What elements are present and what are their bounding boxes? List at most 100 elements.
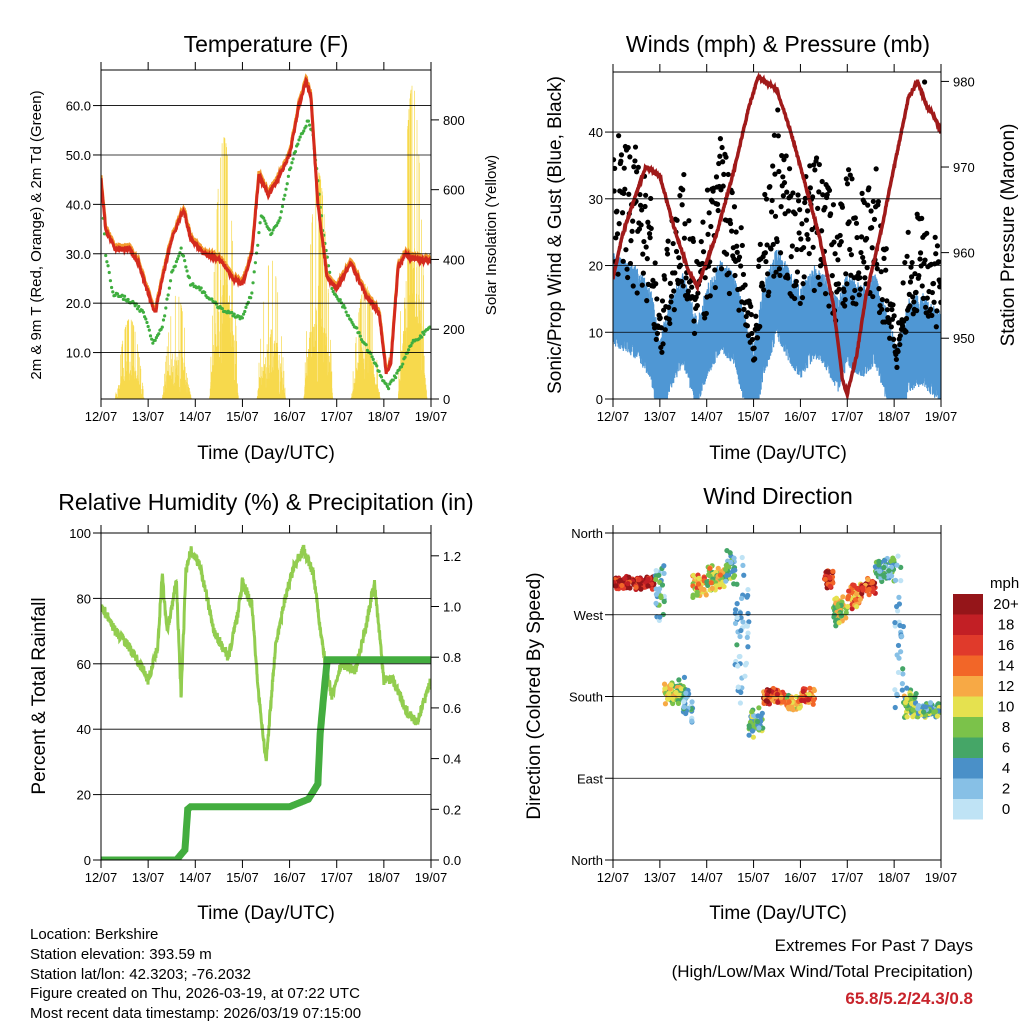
dewpoint-point bbox=[267, 228, 272, 232]
direction-point bbox=[738, 615, 744, 621]
dewpoint-point bbox=[342, 303, 346, 308]
y2-tick-label: 600 bbox=[443, 183, 465, 198]
y2-tick-label: 0.6 bbox=[443, 701, 461, 716]
direction-point bbox=[881, 564, 887, 571]
dewpoint-point bbox=[409, 344, 413, 348]
dewpoint-point bbox=[115, 292, 120, 296]
dewpoint-point bbox=[173, 264, 177, 268]
gust-point bbox=[837, 232, 843, 239]
dewpoint-point bbox=[280, 204, 285, 209]
gust-point bbox=[849, 295, 856, 301]
y2-tick-label: 980 bbox=[953, 74, 975, 89]
direction-point bbox=[843, 615, 849, 621]
x-tick-label: 15/07 bbox=[737, 409, 770, 424]
gust-point bbox=[766, 289, 772, 295]
dewpoint-point bbox=[164, 306, 168, 310]
gust-point bbox=[794, 246, 800, 253]
gust-point bbox=[933, 251, 939, 257]
gust-point bbox=[635, 164, 641, 170]
gust-point bbox=[712, 267, 718, 273]
dewpoint-point bbox=[410, 341, 414, 345]
gust-point bbox=[768, 246, 774, 252]
dewpoint-point bbox=[428, 325, 431, 329]
direction-point bbox=[723, 578, 729, 584]
gust-point bbox=[804, 208, 811, 214]
gust-point bbox=[665, 238, 671, 244]
direction-point bbox=[749, 728, 756, 734]
gust-point bbox=[839, 204, 846, 210]
dewpoint-point bbox=[254, 251, 259, 255]
gust-point bbox=[626, 191, 632, 197]
gust-point bbox=[846, 219, 852, 225]
gust-point bbox=[790, 190, 796, 196]
gust-point bbox=[857, 286, 864, 292]
gust-point bbox=[933, 324, 939, 330]
dewpoint-point bbox=[256, 243, 260, 247]
direction-point bbox=[689, 699, 695, 705]
gust-point bbox=[613, 157, 617, 163]
gust-point bbox=[799, 295, 806, 301]
x-axis-label: Time (Day/UTC) bbox=[709, 903, 847, 924]
direction-point bbox=[755, 713, 761, 719]
gust-point bbox=[835, 281, 842, 287]
dewpoint-point bbox=[232, 312, 236, 316]
extremes-box: Extremes For Past 7 Days (High/Low/Max W… bbox=[672, 936, 973, 1008]
x-tick-label: 17/07 bbox=[320, 870, 353, 885]
temperature-2m-series bbox=[101, 76, 431, 375]
dewpoint-point bbox=[358, 334, 362, 338]
direction-point bbox=[839, 612, 845, 619]
gust-point bbox=[780, 193, 786, 199]
plot-frame bbox=[612, 71, 942, 400]
dewpoint-point bbox=[403, 355, 407, 359]
direction-point bbox=[715, 565, 721, 571]
gust-point bbox=[654, 296, 660, 302]
direction-point bbox=[678, 686, 684, 692]
gust-point bbox=[703, 310, 709, 317]
y-tick-label: 50.0 bbox=[66, 148, 91, 163]
gust-point bbox=[891, 313, 897, 319]
direction-point bbox=[734, 601, 740, 607]
legend-label: 6 bbox=[1002, 740, 1010, 757]
direction-point bbox=[899, 687, 905, 693]
gust-point bbox=[895, 348, 901, 355]
gust-point bbox=[813, 155, 820, 161]
gust-point bbox=[914, 308, 920, 314]
direction-point bbox=[882, 558, 888, 564]
gust-point bbox=[715, 207, 721, 214]
y2-tick-label: 0.4 bbox=[443, 752, 461, 767]
gust-point bbox=[644, 298, 650, 304]
dewpoint-point bbox=[277, 219, 281, 223]
gust-point bbox=[844, 281, 850, 287]
direction-point bbox=[909, 700, 915, 707]
gust-point bbox=[842, 303, 848, 309]
gust-point bbox=[909, 259, 915, 266]
gust-point bbox=[691, 318, 697, 324]
gust-point bbox=[708, 223, 714, 230]
dewpoint-point bbox=[407, 348, 411, 352]
y-tick-label: 0 bbox=[596, 392, 603, 407]
gust-point bbox=[856, 270, 862, 276]
gust-point bbox=[774, 238, 780, 245]
direction-point bbox=[730, 574, 737, 580]
dewpoint-point bbox=[137, 304, 141, 309]
gust-point bbox=[768, 209, 775, 215]
dewpoint-point bbox=[306, 119, 311, 123]
dewpoint-point bbox=[355, 326, 359, 330]
gust-point bbox=[807, 185, 813, 191]
gust-point bbox=[904, 253, 910, 259]
solar-insolation-series bbox=[114, 85, 428, 399]
gust-point bbox=[873, 166, 879, 172]
y2-axis-label: Station Pressure (Maroon) bbox=[998, 124, 1019, 347]
legend-label: 14 bbox=[998, 658, 1015, 675]
dewpoint-point bbox=[184, 265, 188, 269]
gust-point bbox=[719, 144, 725, 151]
gust-point bbox=[797, 207, 803, 213]
y-tick-label: 20 bbox=[77, 788, 91, 803]
direction-point bbox=[636, 577, 642, 583]
gust-point bbox=[881, 255, 887, 261]
gust-point bbox=[789, 243, 795, 249]
gust-point bbox=[848, 252, 855, 258]
gust-point bbox=[815, 274, 821, 280]
direction-point bbox=[653, 568, 659, 574]
dewpoint-point bbox=[252, 270, 256, 274]
